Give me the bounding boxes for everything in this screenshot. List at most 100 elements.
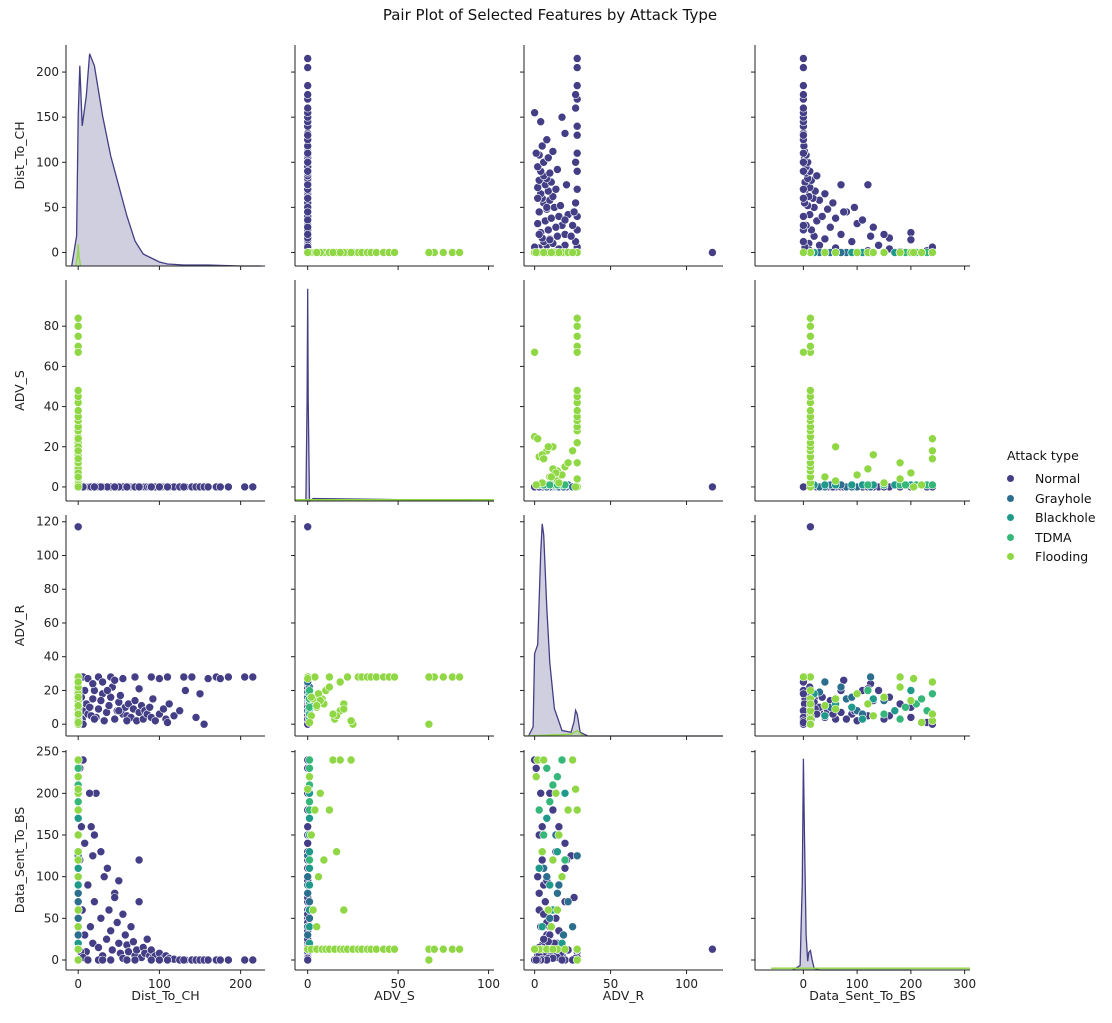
point-flooding: [831, 442, 840, 452]
point-flooding: [868, 248, 878, 257]
point-flooding: [73, 434, 83, 444]
point-normal: [103, 863, 112, 873]
x-tick-label: 100: [148, 977, 171, 991]
point-flooding: [73, 692, 83, 702]
point-normal: [551, 185, 561, 194]
point-normal: [94, 704, 103, 714]
point-flooding: [572, 474, 582, 484]
point-flooding: [73, 331, 83, 341]
point-flooding: [820, 472, 830, 482]
point-normal: [90, 830, 99, 840]
point-normal: [102, 934, 111, 944]
point-flooding: [539, 755, 549, 765]
point-flooding: [73, 784, 83, 794]
point-flooding: [438, 672, 448, 682]
point-normal: [572, 81, 582, 90]
point-normal: [543, 153, 553, 163]
point-normal: [799, 185, 808, 194]
point-normal: [85, 788, 94, 798]
point-flooding: [868, 450, 878, 460]
point-normal: [799, 212, 808, 221]
point-flooding: [909, 674, 918, 683]
point-normal: [96, 847, 106, 857]
point-normal: [569, 893, 579, 902]
point-flooding: [852, 248, 862, 257]
legend-item-blackhole: Blackhole: [998, 508, 1096, 528]
point-flooding: [448, 248, 457, 257]
point-normal: [110, 675, 119, 685]
point-normal: [104, 701, 114, 710]
point-tdma: [545, 480, 555, 490]
point-flooding: [325, 672, 334, 682]
point-grayhole: [73, 897, 83, 907]
point-blackhole: [305, 847, 314, 857]
point-normal: [179, 672, 189, 682]
density-line-normal: [305, 288, 495, 503]
point-normal: [110, 893, 119, 902]
point-normal: [163, 482, 172, 492]
point-flooding: [73, 454, 83, 464]
point-flooding: [455, 944, 464, 954]
point-flooding: [325, 682, 334, 692]
point-flooding: [906, 468, 916, 478]
point-normal: [99, 716, 109, 726]
y-axis-label-data-sent-to-bs: Data_Sent_To_BS: [12, 807, 27, 914]
point-flooding: [303, 784, 313, 794]
point-tdma: [863, 480, 873, 490]
point-normal: [572, 54, 582, 63]
point-flooding: [530, 944, 539, 954]
point-normal: [303, 81, 313, 90]
x-axis-label-data-sent-to-bs: Data_Sent_To_BS: [809, 988, 916, 1003]
point-blackhole: [73, 880, 83, 890]
point-flooding: [335, 248, 345, 257]
point-normal: [303, 222, 313, 232]
point-normal: [129, 937, 138, 947]
point-normal: [906, 228, 916, 237]
point-normal: [553, 165, 562, 174]
point-normal: [134, 897, 144, 907]
point-flooding: [328, 709, 338, 719]
panel-adv-r-vs-adv-s: [291, 515, 494, 740]
point-flooding: [806, 406, 815, 415]
panel-data-sent-to-bs-vs-dist-to-ch: 0 50 100 150 200 250 0 100 200: [36, 745, 265, 991]
point-normal: [303, 230, 313, 239]
point-flooding: [339, 905, 349, 915]
point-tdma: [553, 772, 562, 782]
point-grayhole: [545, 913, 555, 923]
y-axis-label-adv-s: ADV_S: [12, 370, 27, 411]
panel-dist-to-ch-vs-data-sent-to-bs: [751, 45, 970, 270]
point-flooding: [73, 482, 83, 492]
point-normal: [708, 248, 717, 257]
point-flooding: [455, 672, 464, 682]
point-tdma: [539, 830, 549, 840]
point-tdma: [928, 689, 937, 699]
legend-title: Attack type: [1007, 448, 1079, 463]
point-flooding: [303, 674, 313, 683]
point-flooding: [346, 248, 356, 257]
point-blackhole: [553, 847, 562, 857]
point-normal: [159, 704, 168, 714]
point-flooding: [539, 454, 549, 464]
point-normal: [134, 684, 144, 694]
point-normal: [537, 141, 547, 151]
point-tdma: [542, 763, 552, 773]
x-axis-label-adv-r: ADV_R: [603, 988, 645, 1003]
point-normal: [545, 235, 555, 245]
point-flooding: [335, 755, 345, 765]
point-flooding: [551, 788, 561, 798]
point-flooding: [852, 689, 862, 699]
point-normal: [83, 955, 93, 965]
point-normal: [151, 716, 160, 726]
point-normal: [572, 185, 582, 194]
point-normal: [148, 694, 158, 704]
point-flooding: [455, 248, 464, 257]
y-tick-label: 40: [44, 650, 59, 664]
point-normal: [73, 522, 83, 532]
density-line-normal: [71, 53, 261, 267]
point-normal: [181, 686, 190, 695]
point-normal: [88, 938, 98, 948]
point-normal: [533, 162, 543, 172]
point-normal: [116, 691, 125, 700]
point-normal: [303, 158, 313, 167]
point-flooding: [438, 248, 448, 257]
